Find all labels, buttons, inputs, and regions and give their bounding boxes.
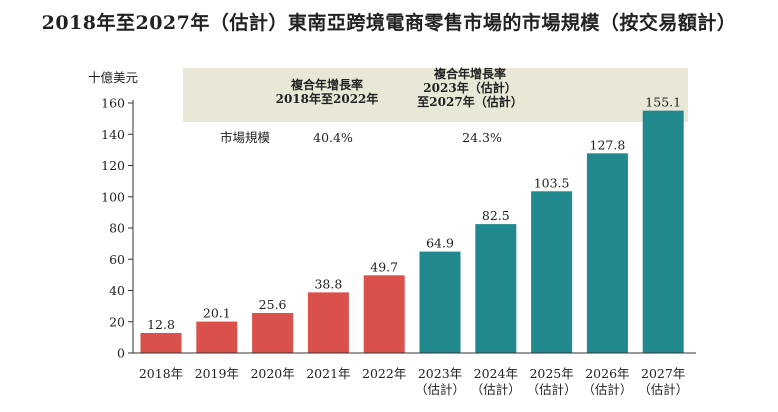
cagr-band [183,68,688,122]
x-tick-label: 2019年 [195,366,239,381]
bar [140,333,182,353]
bar [363,275,405,353]
cagr-header-line: 2023年（估計） [423,80,516,95]
bar-value-label: 49.7 [370,259,398,274]
x-tick-label: 2026年 [585,366,629,381]
x-tick-label: 2021年 [306,366,350,381]
bar-value-label: 25.6 [259,297,287,312]
y-tick-label: 80 [109,221,125,236]
y-tick-label: 120 [101,158,125,173]
bar [642,110,684,353]
bar-value-label: 12.8 [147,317,175,332]
cagr-row-label: 市場規模 [220,130,271,145]
bar-value-label: 64.9 [426,236,454,251]
x-tick-label: （估計） [471,382,521,397]
y-tick-label: 20 [109,314,125,329]
bar [252,313,294,353]
x-tick-label: （估計） [638,382,688,397]
y-tick-label: 60 [109,252,125,267]
cagr-header-line: 至2027年（估計） [417,94,522,109]
bar-value-label: 82.5 [482,208,510,223]
x-tick-label: 2023年 [418,366,462,381]
cagr-value: 24.3% [462,130,502,145]
x-axis-labels: 2018年 2019年 2020年 2021年 2022年 2023年（估計）2024年（… [139,366,688,397]
chart-title: 2018年至2027年（估計）東南亞跨境電商零售市場的市場規模（按交易額計） [41,12,737,34]
cagr-table: 複合年增長率2018年至2022年40.4%複合年增長率2023年（估計）至20… [220,66,523,145]
x-tick-label: （估計） [582,382,632,397]
bars: 12.8 20.1 25.6 38.8 49.7 64.9 82.5 103.5 127.8 15… [140,95,684,353]
x-tick-label: （估計） [415,382,465,397]
bar [586,153,628,353]
cagr-value: 40.4% [313,130,353,145]
cagr-header-line: 2018年至2022年 [276,91,379,106]
x-tick-label: （估計） [527,382,577,397]
x-tick-label: 2025年 [529,366,573,381]
bar [475,224,517,353]
cagr-header-line: 複合年增長率 [290,77,363,92]
bar-value-label: 127.8 [590,137,626,152]
y-tick-label: 100 [101,189,125,204]
bar [419,251,461,353]
y-tick-label: 40 [109,283,125,298]
y-axis-ticks: 0 20 40 60 80 100 120 140 160 [101,96,133,361]
y-tick-label: 160 [101,96,125,111]
y-tick-label: 140 [101,127,125,142]
y-tick-label: 0 [117,346,125,361]
x-tick-label: 2022年 [362,366,406,381]
x-tick-label: 2024年 [474,366,518,381]
bar [307,292,349,353]
bar [531,191,573,353]
bar [196,321,238,353]
x-tick-label: 2020年 [250,366,294,381]
x-tick-label: 2027年 [641,366,685,381]
bar-value-label: 38.8 [314,276,342,291]
cagr-header-line: 複合年增長率 [433,66,506,81]
y-axis-label: 十億美元 [88,70,138,85]
bar-value-label: 155.1 [645,95,681,110]
bar-value-label: 103.5 [534,175,570,190]
x-tick-label: 2018年 [139,366,183,381]
bar-value-label: 20.1 [203,306,231,321]
